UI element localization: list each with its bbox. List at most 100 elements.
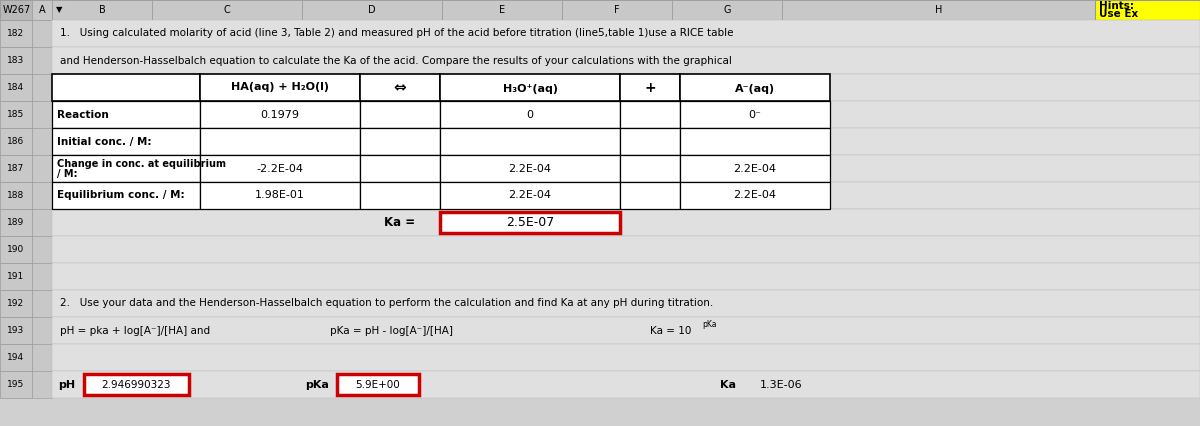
Text: Ka = 10: Ka = 10 (650, 325, 691, 336)
Bar (440, 182, 620, 209)
Text: 182: 182 (7, 29, 24, 38)
Bar (32, 47, 52, 74)
Text: 191: 191 (7, 272, 25, 281)
Bar (52, 128, 1200, 155)
Bar (0, 182, 32, 209)
Text: 5.9E+00: 5.9E+00 (355, 380, 401, 389)
Bar (200, 155, 360, 182)
Bar (32, 371, 52, 398)
Bar (52, 20, 1200, 47)
Text: 192: 192 (7, 299, 24, 308)
Bar (52, 344, 1200, 371)
Text: Change in conc. at equilibrium: Change in conc. at equilibrium (58, 158, 226, 169)
Bar (440, 212, 620, 233)
Text: 188: 188 (7, 191, 25, 200)
Bar (620, 74, 680, 101)
Text: 194: 194 (7, 353, 24, 362)
Bar (680, 182, 830, 209)
Text: Ka =: Ka = (384, 216, 415, 229)
Text: C: C (223, 5, 230, 15)
Bar (32, 344, 52, 371)
Bar (32, 128, 52, 155)
Text: 2.5E-07: 2.5E-07 (506, 216, 554, 229)
Text: ⇔: ⇔ (394, 80, 407, 95)
Text: ▼: ▼ (56, 6, 62, 14)
Bar (32, 74, 52, 101)
Text: 0.1979: 0.1979 (260, 109, 300, 120)
Bar (360, 182, 440, 209)
Bar (0, 344, 32, 371)
Bar (32, 0, 52, 20)
Text: 2.   Use your data and the Henderson-Hasselbalch equation to perform the calcula: 2. Use your data and the Henderson-Hasse… (60, 299, 713, 308)
Text: pKa: pKa (305, 380, 329, 389)
Bar (52, 317, 1200, 344)
Text: Use Ex: Use Ex (1099, 9, 1139, 20)
Bar (32, 20, 52, 47)
Text: 0: 0 (527, 109, 534, 120)
Bar (440, 101, 620, 128)
Bar (0, 317, 32, 344)
Text: Equilibrium conc. / M:: Equilibrium conc. / M: (58, 190, 185, 201)
Bar (52, 236, 1200, 263)
Bar (84, 374, 190, 395)
Bar (0, 209, 32, 236)
Text: Initial conc. / M:: Initial conc. / M: (58, 136, 151, 147)
Text: 2.2E-04: 2.2E-04 (733, 164, 776, 173)
Bar (0, 236, 32, 263)
Bar (52, 47, 1200, 74)
Bar (200, 128, 360, 155)
Text: pKa = pH - log[A⁻]/[HA]: pKa = pH - log[A⁻]/[HA] (330, 325, 454, 336)
Bar (52, 155, 1200, 182)
Bar (52, 74, 200, 101)
Bar (32, 209, 52, 236)
Bar (562, 0, 672, 20)
Text: E: E (499, 5, 505, 15)
Text: HA(aq) + H₂O(l): HA(aq) + H₂O(l) (230, 83, 329, 92)
Bar (0, 20, 32, 47)
Bar (0, 0, 72, 20)
Bar (0, 155, 32, 182)
Bar (337, 374, 419, 395)
Bar (680, 128, 830, 155)
Bar (680, 74, 830, 101)
Bar (32, 182, 52, 209)
Text: 193: 193 (7, 326, 25, 335)
Text: A: A (38, 5, 46, 15)
Bar (0, 128, 32, 155)
Bar (52, 182, 1200, 209)
Bar (440, 128, 620, 155)
Bar (0, 290, 32, 317)
Bar (152, 0, 302, 20)
Bar (440, 74, 620, 101)
Bar (620, 182, 680, 209)
Text: 187: 187 (7, 164, 25, 173)
Bar (52, 263, 1200, 290)
Text: pH: pH (58, 380, 76, 389)
Bar (52, 155, 200, 182)
Bar (200, 74, 360, 101)
Bar (52, 128, 200, 155)
Text: A⁻(aq): A⁻(aq) (734, 84, 775, 95)
Bar (52, 182, 200, 209)
Bar (0, 371, 32, 398)
Text: pH = pka + log[A⁻]/[HA] and: pH = pka + log[A⁻]/[HA] and (60, 325, 210, 336)
Text: B: B (98, 5, 106, 15)
Text: pKa: pKa (702, 320, 716, 329)
Text: H: H (935, 5, 942, 15)
Text: 1.3E-06: 1.3E-06 (760, 380, 803, 389)
Text: 2.2E-04: 2.2E-04 (733, 190, 776, 201)
Bar (32, 317, 52, 344)
Bar (782, 0, 1096, 20)
Text: 190: 190 (7, 245, 25, 254)
Text: 0⁻: 0⁻ (749, 109, 762, 120)
Bar (1096, 0, 1200, 20)
Text: W267: W267 (2, 5, 31, 15)
Text: / M:: / M: (58, 170, 78, 179)
Bar (52, 101, 1200, 128)
Bar (620, 101, 680, 128)
Text: 2.946990323: 2.946990323 (102, 380, 172, 389)
Bar (360, 101, 440, 128)
Bar (200, 182, 360, 209)
Bar (52, 290, 1200, 317)
Text: G: G (724, 5, 731, 15)
